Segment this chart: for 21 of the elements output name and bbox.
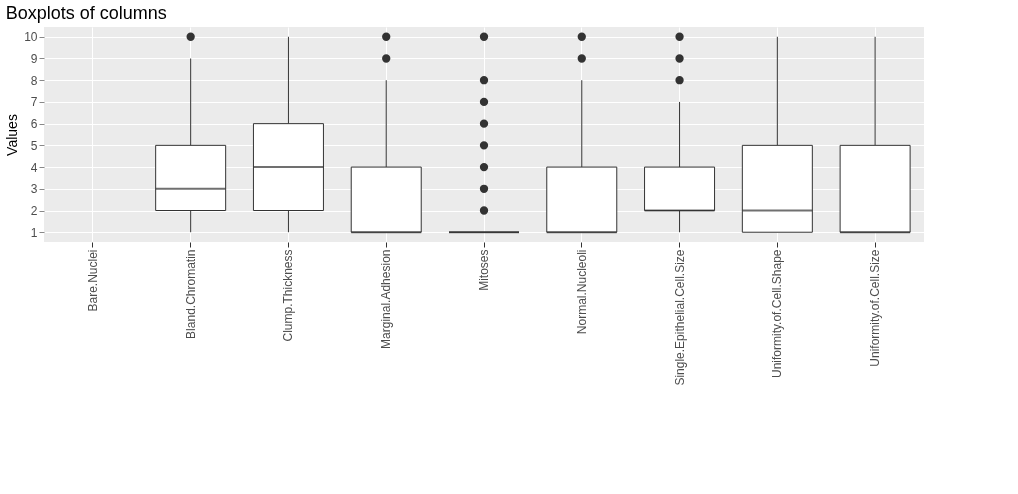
y-tick-label: 8	[30, 73, 38, 88]
y-tick-label: 6	[30, 117, 38, 132]
y-tick-label: 2	[30, 204, 38, 219]
x-tick-label: Clump.Thickness	[281, 249, 296, 342]
x-tick-label: Mitoses	[477, 249, 491, 291]
y-tick-label: 1	[30, 225, 38, 240]
x-tick-label: Uniformity.of.Cell.Shape	[770, 249, 785, 378]
y-tick-label: 10	[24, 30, 38, 45]
x-tick-label: Bare.Nuclei	[85, 249, 100, 312]
y-tick-label: 4	[30, 160, 38, 175]
x-tick-label: Bland.Chromatin	[183, 249, 198, 339]
x-tick-label: Normal.Nucleoli	[574, 249, 589, 335]
chart-title: Boxplots of columns	[5, 3, 167, 23]
y-tick-label: 7	[30, 95, 38, 110]
x-tick-label: Marginal.Adhesion	[379, 249, 394, 349]
y-tick-label: 3	[30, 182, 38, 197]
y-tick-label: 9	[30, 51, 38, 66]
x-tick-label: Uniformity.of.Cell.Size	[868, 249, 883, 367]
y-tick-label: 5	[30, 138, 38, 153]
y-axis-title: Values	[4, 114, 21, 156]
x-tick-label: Single.Epithelial.Cell.Size	[672, 249, 687, 386]
